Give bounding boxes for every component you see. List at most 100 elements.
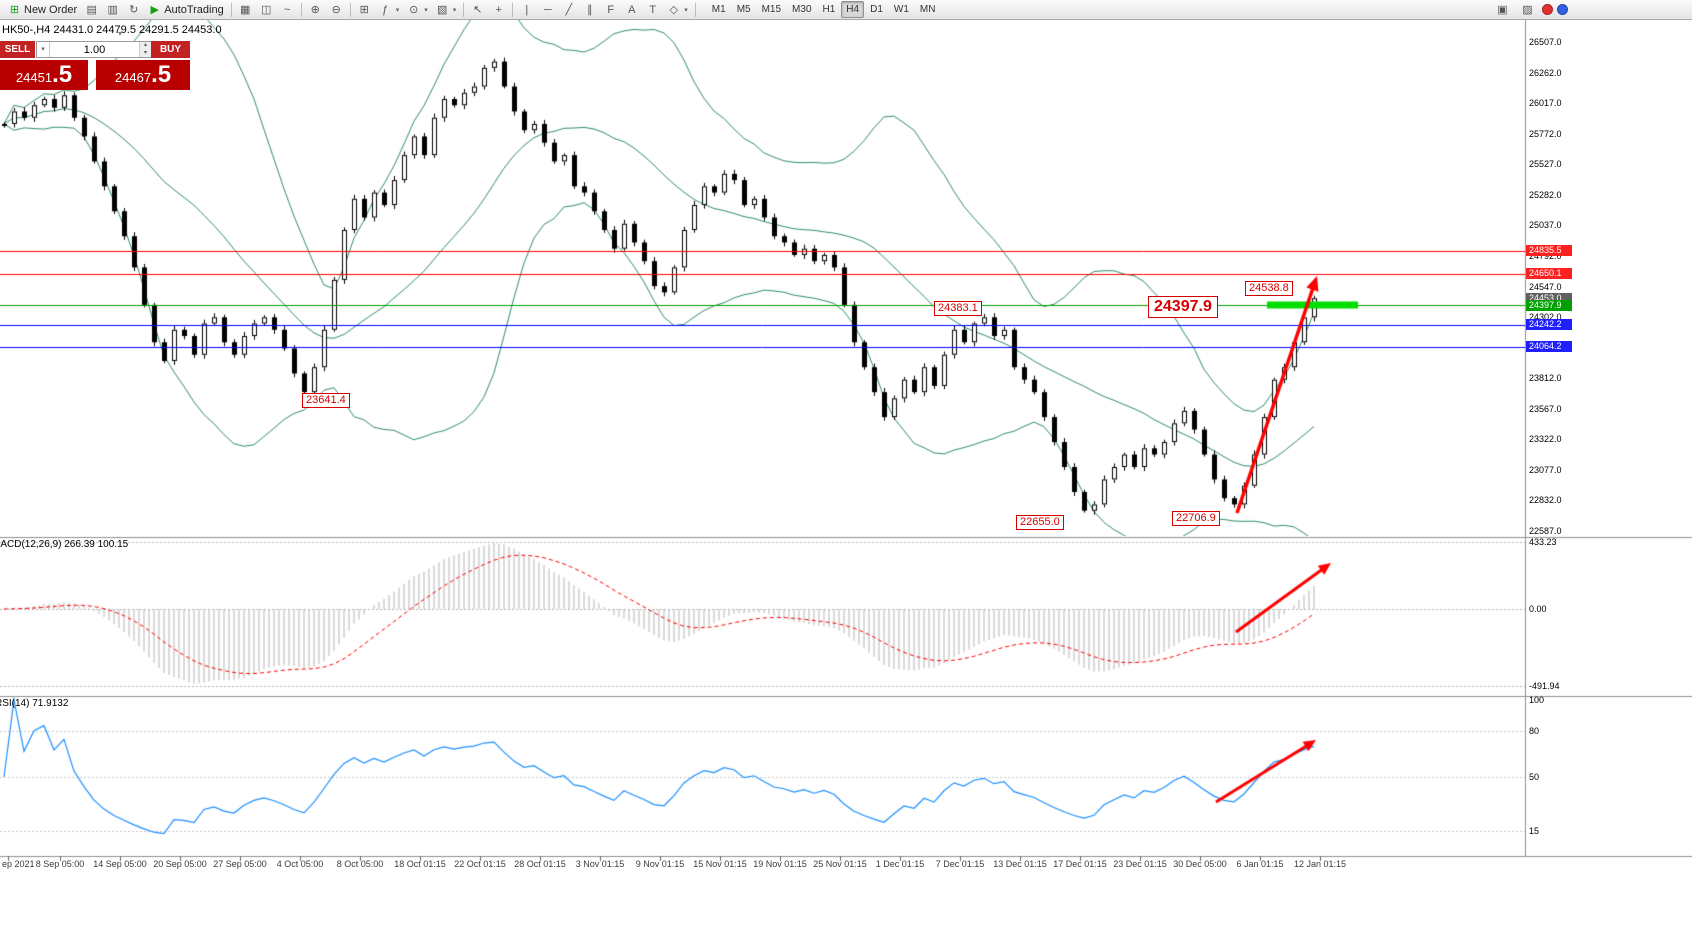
periods-icon: ⊙ [409,4,419,16]
time-axis-label: 27 Sep 05:00 [213,859,267,869]
timeframe-m1-button[interactable]: M1 [711,4,726,15]
chart-price-label[interactable]: 22706.9 [1172,511,1220,526]
sell-button[interactable]: SELL [0,41,35,58]
vertical-line-icon[interactable]: | [516,2,537,18]
time-axis-label: 3 Nov 01:15 [575,859,625,869]
chart-price-label[interactable]: 23641.4 [302,393,350,408]
toolbar-right-group: ▣ ▨ [1492,2,1688,18]
tile-windows-icon[interactable]: ⊞ [354,2,375,18]
price-axis-label: 26262.0 [1529,67,1562,78]
new-order-button[interactable]: ⊞ New Order [4,2,81,18]
chevron-down-icon: ▾ [684,6,688,14]
refresh-icon: ↻ [129,4,139,16]
price-axis-label: 24547.0 [1529,281,1562,292]
toolbar-separator [512,2,514,17]
buy-price-small: 24467 [114,70,152,85]
timeframe-w1-button[interactable]: W1 [893,4,909,15]
time-axis-label: 25 Nov 01:15 [813,859,867,869]
timeframe-m30-button[interactable]: M30 [792,4,812,15]
vertical-line-icon: | [525,3,529,16]
one-click-panel-toggle[interactable]: ▾ [118,29,123,38]
price-axis-label: 26507.0 [1529,37,1562,47]
time-axis-label: 7 Dec 01:15 [935,859,985,869]
buy-button[interactable]: BUY [151,41,190,58]
label-icon[interactable]: T [642,2,663,18]
time-axis-label: 13 Dec 01:15 [993,859,1047,869]
timeframe-h4-button[interactable]: H4 [841,1,865,18]
time-axis-label: 15 Nov 01:15 [693,859,747,869]
stepper-down-icon[interactable]: ▾ [140,49,151,57]
templates-icon[interactable]: ▧ ▾ [432,2,461,18]
fibonacci-icon: F [607,3,615,16]
chart-canvas[interactable] [0,20,1692,941]
text-icon[interactable]: A [621,2,642,18]
buy-price-big: .5 [151,61,172,88]
profiles-icon: ▥ [107,4,118,16]
bar-chart-icon[interactable]: ▦ [235,2,256,18]
time-axis-label: 6 Jan 01:15 [1236,859,1284,869]
toolbar-separator [300,2,302,17]
time-axis-label: 9 Nov 01:15 [635,859,685,869]
cursor-icon[interactable]: ↖ [467,2,488,18]
chevron-down-icon: ▾ [452,6,457,14]
time-axis-label: 23 Dec 01:15 [1113,859,1167,869]
periods-icon[interactable]: ⊙ ▾ [403,2,432,18]
timeframe-d1-button[interactable]: D1 [870,4,883,15]
channel-icon[interactable]: ∥ [579,2,600,18]
time-axis-label: 14 Sep 05:00 [93,859,147,869]
time-axis-label: 22 Oct 01:15 [454,859,506,869]
one-click-row: SELL ▾ ▴▾ BUY [0,41,190,58]
crosshair-icon[interactable]: + [488,2,509,18]
fullscreen-icon[interactable]: ▣ [1492,2,1513,18]
chart-window: HK50-,H4 24431.0 24479.5 24291.5 24453.0… [0,20,1692,941]
horizontal-line-icon[interactable]: ─ [537,2,558,18]
docking-icon: ▨ [1522,4,1533,16]
price-tag: 24650.1 [1526,268,1572,280]
chart-price-label[interactable]: 24383.1 [934,301,982,316]
lot-size-stepper[interactable]: ▴ ▾ [139,42,151,57]
price-tag: 24397.9 [1526,299,1572,311]
refresh-icon[interactable]: ↻ [123,2,144,18]
time-axis-label: 18 Oct 01:15 [394,859,446,869]
indicators-icon: ƒ [382,3,389,16]
status-blue-dot [1557,4,1568,15]
line-chart-icon[interactable]: ~ [277,2,298,18]
timeframe-m5-button[interactable]: M5 [736,4,751,15]
price-axis-label: 25772.0 [1529,128,1562,139]
shapes-icon: ◇ [669,4,678,16]
timeframe-mn-button[interactable]: MN [919,4,936,15]
chart-price-label[interactable]: 24397.9 [1148,296,1218,318]
autotrading-button[interactable]: ▶ AutoTrading [144,2,228,18]
shapes-icon[interactable]: ◇ ▾ [663,2,692,18]
chart-price-label[interactable]: 24538.8 [1245,281,1293,296]
trendline-icon[interactable]: ╱ [558,2,579,18]
price-axis-label: 26017.0 [1529,98,1562,109]
charts-grid-icon[interactable]: ▤ [81,2,102,18]
cursor-icon: ↖ [473,4,483,16]
zoom-out-icon: ⊖ [331,4,341,16]
rsi-indicator-label: RSI(14) 71.9132 [0,698,69,709]
time-axis-label: ep 2021 [2,859,35,869]
chart-title: HK50-,H4 24431.0 24479.5 24291.5 24453.0 [2,24,222,36]
price-axis-label: 25282.0 [1529,189,1562,200]
chart-price-label[interactable]: 22655.0 [1016,515,1064,530]
docking-icon[interactable]: ▨ [1517,2,1538,18]
toolbar-separator [694,2,696,17]
indicators-icon[interactable]: ƒ ▾ [375,2,404,18]
buy-price-display[interactable]: 24467.5 [96,60,190,90]
timeframe-m15-button[interactable]: M15 [761,4,782,15]
profiles-icon[interactable]: ▥ [102,2,123,18]
stepper-up-icon[interactable]: ▴ [140,42,151,50]
candlestick-chart-icon[interactable]: ◫ [256,2,277,18]
fibonacci-icon[interactable]: F [600,2,621,18]
zoom-in-icon[interactable]: ⊕ [305,2,326,18]
price-axis-label: 22587.0 [1529,526,1562,536]
time-axis-label: 8 Oct 05:00 [336,859,384,869]
status-red-dot [1542,4,1553,15]
lot-size-input[interactable] [50,43,139,56]
sell-price-display[interactable]: 24451.5 [0,60,88,90]
zoom-out-icon[interactable]: ⊖ [326,2,347,18]
timeframe-h1-button[interactable]: H1 [822,4,836,15]
lot-dropdown-icon[interactable]: ▾ [37,42,50,57]
macd-axis-label: 0.00 [1529,604,1547,614]
